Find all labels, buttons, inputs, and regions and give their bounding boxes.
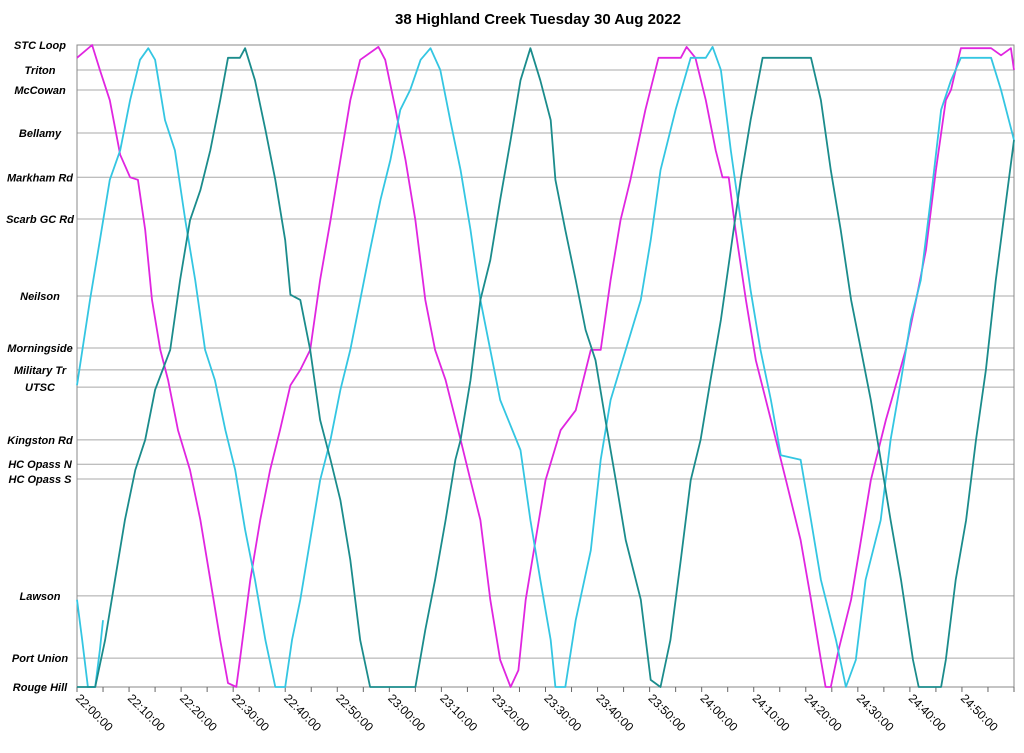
x-tick-label: 23:50:00 xyxy=(645,691,688,734)
y-tick-label: Triton xyxy=(25,65,56,77)
y-tick-label: STC Loop xyxy=(14,40,66,52)
y-tick-label: Kingston Rd xyxy=(7,435,73,447)
x-tick-label: 23:10:00 xyxy=(437,691,480,734)
series-lines xyxy=(76,44,1015,688)
x-tick-label: 22:50:00 xyxy=(333,691,376,734)
x-tick-label: 24:40:00 xyxy=(906,691,949,734)
x-axis: 22:00:00 22:10:00 22:20:00 22:30:00 22:40:00… xyxy=(73,687,1015,734)
y-tick-label: Markham Rd xyxy=(7,172,73,184)
x-tick-label: 24:30:00 xyxy=(854,691,897,734)
y-tick-label: Neilson xyxy=(20,291,60,303)
x-tick-label: 24:50:00 xyxy=(958,691,1001,734)
x-tick-label: 24:00:00 xyxy=(698,691,741,734)
x-tick-label: 22:40:00 xyxy=(281,691,324,734)
x-tick-label: 23:30:00 xyxy=(541,691,584,734)
y-tick-label: McCowan xyxy=(14,85,66,97)
y-tick-label: Military Tr xyxy=(14,365,67,377)
series-line-vehicle-magenta xyxy=(76,44,1015,688)
x-tick-label: 24:20:00 xyxy=(802,691,845,734)
y-tick-label: UTSC xyxy=(25,382,56,394)
series-line-vehicle-cyan xyxy=(76,46,1015,688)
y-tick-label: Rouge Hill xyxy=(13,682,68,694)
x-tick-label: 22:00:00 xyxy=(73,691,116,734)
y-tick-label: Lawson xyxy=(20,591,61,603)
gridlines xyxy=(77,44,1014,688)
x-tick-label: 24:10:00 xyxy=(750,691,793,734)
y-axis-stop-labels: STC Loop Triton McCowan Bellamy Markham Rd Sc… xyxy=(6,40,74,694)
x-tick-label: 23:40:00 xyxy=(593,691,636,734)
y-tick-label: HC Opass N xyxy=(8,459,73,471)
chart-title: 38 Highland Creek Tuesday 30 Aug 2022 xyxy=(395,11,681,28)
x-tick-label: 23:20:00 xyxy=(489,691,532,734)
y-tick-label: HC Opass S xyxy=(9,474,73,486)
y-tick-label: Bellamy xyxy=(19,128,62,140)
x-tick-label: 23:00:00 xyxy=(385,691,428,734)
y-tick-label: Port Union xyxy=(12,653,68,665)
series-line-vehicle-cyan-earlier xyxy=(76,599,104,688)
series-line-vehicle-teal xyxy=(77,47,1015,688)
x-tick-label: 22:30:00 xyxy=(229,691,272,734)
plot-area-border xyxy=(76,44,1015,688)
x-tick-label: 22:10:00 xyxy=(125,691,168,734)
y-tick-label: Morningside xyxy=(7,343,72,355)
x-tick-label: 22:20:00 xyxy=(177,691,220,734)
y-tick-label: Scarb GC Rd xyxy=(6,214,74,226)
